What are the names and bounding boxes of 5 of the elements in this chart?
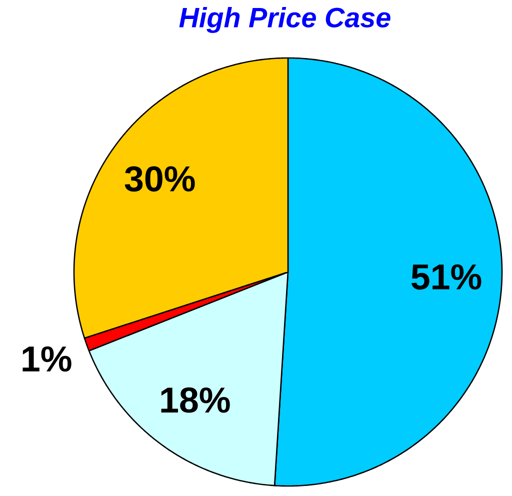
data-label: 1%	[22, 346, 72, 372]
chart-title: High Price Case	[179, 7, 390, 33]
data-label: 30%	[124, 166, 195, 192]
data-label: 18%	[161, 387, 230, 413]
data-label: 51%	[412, 264, 482, 290]
